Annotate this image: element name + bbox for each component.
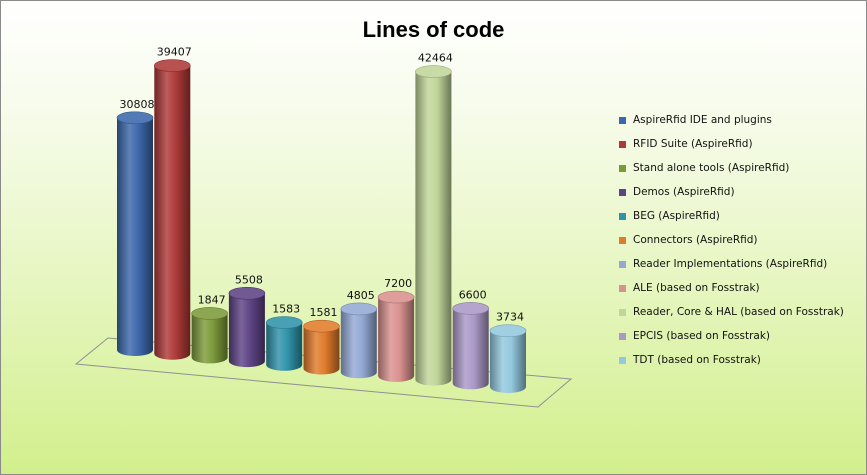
- legend-label: Stand alone tools (AspireRfid): [633, 162, 790, 174]
- chart-legend: AspireRfid IDE and plugins RFID Suite (As…: [619, 108, 859, 372]
- bar-top: [191, 307, 228, 320]
- bar-top: [415, 65, 452, 78]
- bar-top: [154, 59, 191, 72]
- legend-label: EPCIS (based on Fosstrak): [633, 330, 771, 342]
- bar-5: [303, 319, 340, 375]
- legend-label: BEG (AspireRfid): [633, 210, 720, 222]
- bar-top: [340, 302, 378, 316]
- legend-item: AspireRfid IDE and plugins: [619, 108, 859, 132]
- legend-swatch: [619, 212, 626, 220]
- bar-3: [228, 287, 266, 368]
- bar-top: [303, 319, 340, 333]
- legend-item: RFID Suite (AspireRfid): [619, 132, 859, 156]
- legend-item: TDT (based on Fosstrak): [619, 348, 859, 372]
- data-label: 39407: [157, 46, 192, 59]
- data-label: 5508: [235, 273, 263, 286]
- data-label: 4805: [347, 289, 375, 302]
- legend-label: TDT (based on Fosstrak): [633, 354, 761, 366]
- legend-label: Reader, Core & HAL (based on Fosstrak): [633, 306, 844, 318]
- data-label: 1583: [272, 303, 300, 316]
- bar-body: [415, 71, 452, 386]
- legend-item: Reader Implementations (AspireRfid): [619, 252, 859, 276]
- legend-swatch: [619, 236, 626, 244]
- legend-item: Demos (AspireRfid): [619, 180, 859, 204]
- bar-body: [340, 308, 377, 379]
- legend-label: AspireRfid IDE and plugins: [633, 114, 772, 126]
- bar-top: [228, 287, 266, 300]
- legend-item: Connectors (AspireRfid): [619, 228, 859, 252]
- bar-body: [191, 313, 228, 364]
- data-label: 30808: [120, 98, 155, 111]
- bar-2: [191, 307, 228, 364]
- bar-top: [116, 111, 154, 125]
- data-label: 42464: [418, 52, 453, 65]
- bar-1: [154, 59, 191, 360]
- legend-item: Reader, Core & HAL (based on Fosstrak): [619, 300, 859, 324]
- bar-body: [117, 117, 153, 356]
- legend-swatch: [619, 188, 626, 196]
- legend-label: ALE (based on Fosstrak): [633, 282, 760, 294]
- bar-top: [452, 302, 490, 315]
- bar-top: [489, 324, 527, 338]
- legend-swatch: [619, 164, 626, 172]
- bar-4: [265, 316, 303, 371]
- bar-top: [377, 290, 415, 304]
- legend-item: BEG (AspireRfid): [619, 204, 859, 228]
- data-label: 1581: [310, 306, 338, 319]
- bar-6: [340, 302, 378, 379]
- legend-swatch: [619, 260, 626, 268]
- legend-label: Connectors (AspireRfid): [633, 234, 758, 246]
- legend-item: ALE (based on Fosstrak): [619, 276, 859, 300]
- data-label: 1847: [198, 293, 226, 306]
- legend-swatch: [619, 116, 626, 124]
- bar-body: [303, 326, 340, 375]
- bar-9: [452, 302, 490, 390]
- bar-body: [378, 297, 415, 382]
- legend-swatch: [619, 356, 626, 364]
- legend-label: Reader Implementations (AspireRfid): [633, 258, 828, 270]
- bar-body: [266, 322, 303, 371]
- data-label: 7200: [384, 277, 412, 290]
- bar-body: [490, 330, 526, 393]
- chart-floor: [74, 337, 573, 408]
- bar-7: [377, 290, 415, 382]
- bar-8: [415, 65, 452, 386]
- bar-10: [489, 324, 527, 393]
- data-label: 3734: [496, 311, 524, 324]
- bar-body: [228, 293, 265, 368]
- bar-top: [265, 316, 303, 329]
- bar-0: [116, 111, 154, 356]
- data-label: 6600: [459, 288, 487, 301]
- legend-swatch: [619, 332, 626, 340]
- legend-item: EPCIS (based on Fosstrak): [619, 324, 859, 348]
- legend-swatch: [619, 284, 626, 292]
- chart-title: Lines of code: [362, 17, 505, 42]
- legend-swatch: [619, 308, 626, 316]
- bar-body: [452, 308, 489, 390]
- bar-body: [154, 65, 191, 360]
- legend-label: RFID Suite (AspireRfid): [633, 138, 753, 150]
- legend-item: Stand alone tools (AspireRfid): [619, 156, 859, 180]
- legend-swatch: [619, 140, 626, 148]
- legend-label: Demos (AspireRfid): [633, 186, 735, 198]
